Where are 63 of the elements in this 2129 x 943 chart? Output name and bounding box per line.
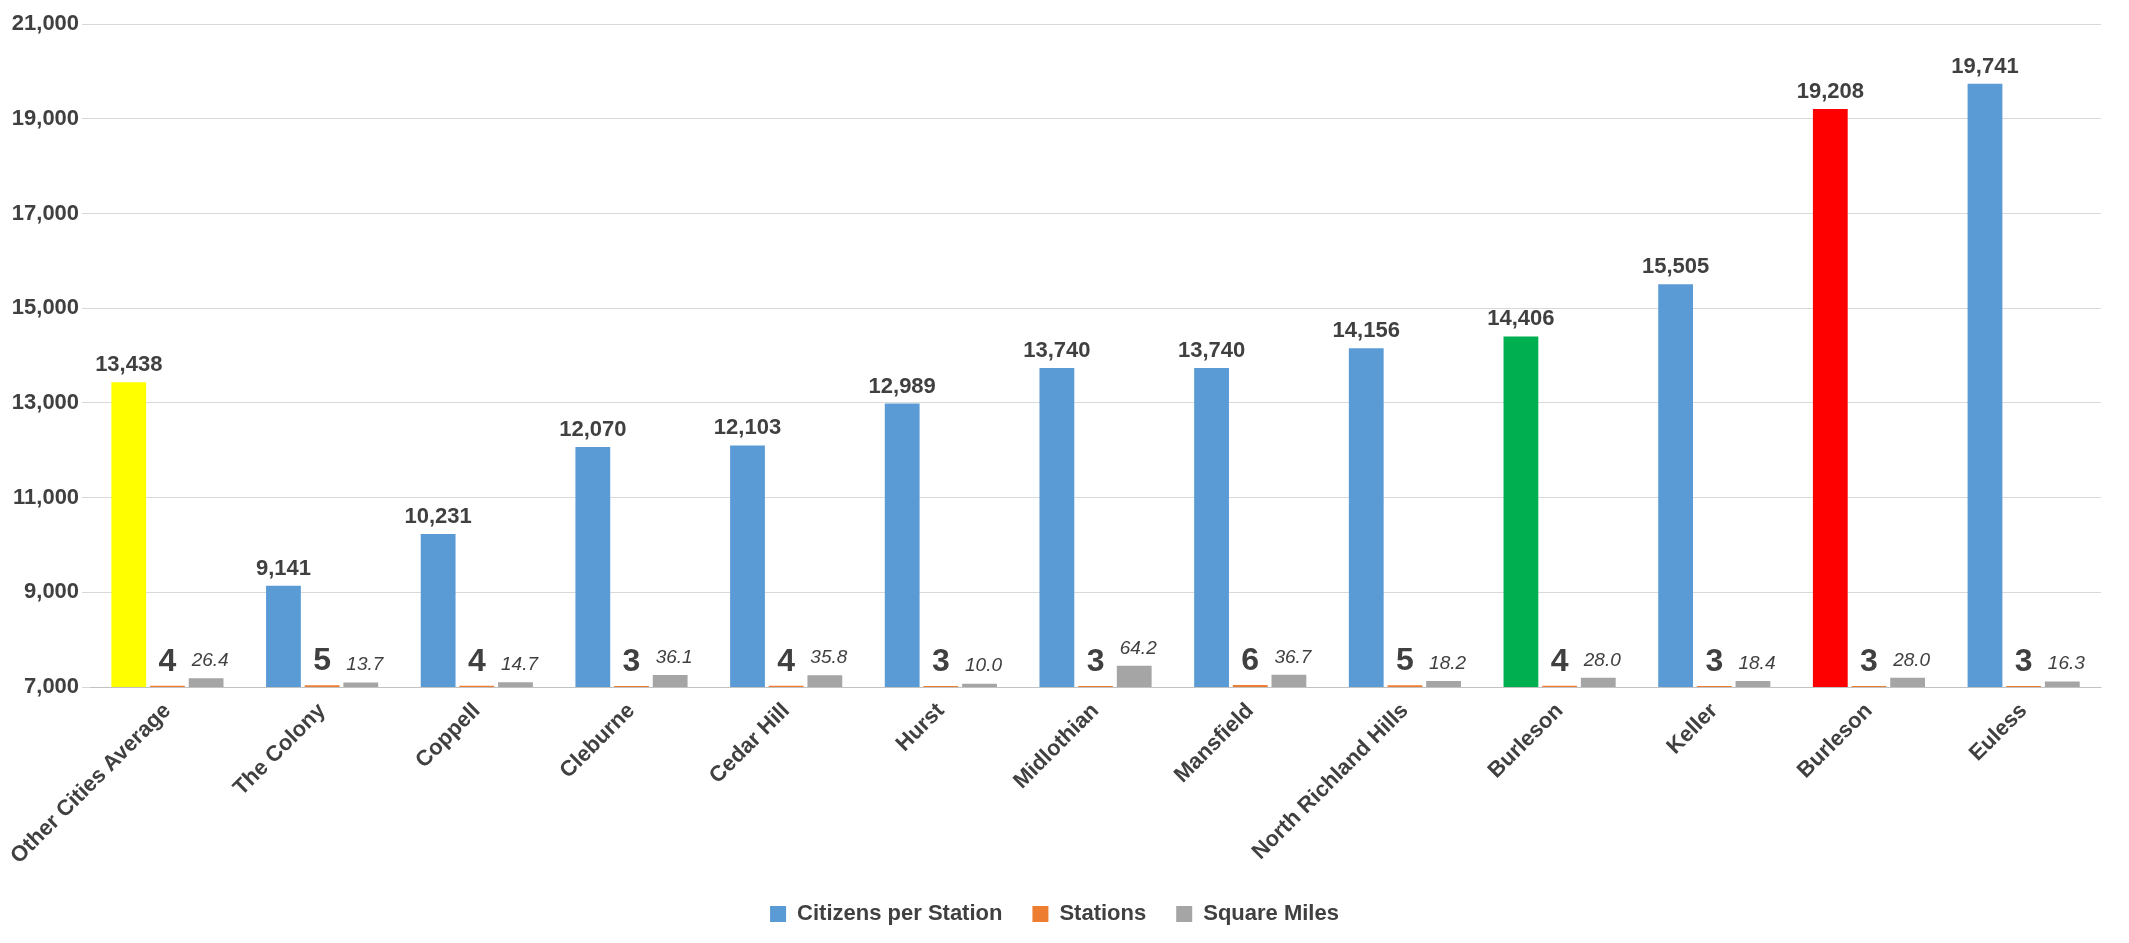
data-label: 14.7	[500, 652, 540, 674]
data-label: 6	[1241, 640, 1260, 677]
data-label: 36.1	[655, 645, 693, 667]
bar	[2044, 681, 2080, 688]
bar	[188, 678, 224, 688]
data-label: 13,740	[1177, 336, 1246, 362]
data-label: 4	[467, 641, 486, 678]
y-tick-label: 13,000	[11, 389, 80, 415]
bar	[962, 683, 997, 688]
data-label: 28.0	[1582, 648, 1622, 670]
data-label: 5	[1396, 641, 1414, 678]
bar	[1580, 677, 1616, 688]
data-label: 10.0	[965, 654, 1003, 676]
data-label: 13,438	[95, 351, 163, 377]
data-label: 3	[1705, 641, 1724, 678]
data-label: 3	[1860, 641, 1878, 678]
data-label: 18.2	[1429, 651, 1467, 673]
data-label: 3	[622, 641, 641, 678]
bar	[1735, 680, 1771, 688]
data-label: 19,208	[1796, 78, 1864, 104]
bar	[498, 682, 533, 688]
data-label: 13.7	[346, 653, 385, 675]
data-label: 19,741	[1951, 52, 2019, 78]
bar	[1890, 677, 1926, 688]
data-label: 35.8	[810, 645, 848, 667]
y-tick-label: 19,000	[11, 104, 80, 130]
data-label: 14,406	[1487, 305, 1555, 331]
data-label: 26.4	[190, 649, 229, 671]
data-label: 10,231	[404, 503, 472, 529]
y-tick-label: 7,000	[24, 673, 80, 699]
y-tick-label: 17,000	[11, 199, 80, 225]
data-label: 16.3	[2047, 652, 2086, 674]
data-label: 64.2	[1119, 636, 1158, 658]
data-label: 12,070	[559, 416, 627, 442]
data-label: 3	[931, 641, 950, 678]
bar	[652, 675, 688, 688]
data-label: 12,103	[713, 414, 782, 440]
data-label: 3	[2014, 641, 2033, 678]
bar	[807, 675, 843, 688]
data-label: 15,505	[1641, 253, 1710, 279]
data-label: 4	[158, 641, 177, 678]
y-tick-label: 11,000	[13, 483, 80, 509]
data-label: 5	[313, 641, 332, 678]
data-label: 12,989	[868, 372, 936, 398]
bar	[1426, 680, 1461, 688]
bar	[1116, 665, 1152, 688]
data-label: 9,141	[255, 554, 311, 580]
data-label: 36.7	[1274, 645, 1313, 667]
y-tick-label: 21,000	[11, 10, 80, 36]
legend-label: Citizens per Station	[797, 900, 1003, 926]
data-label: 3	[1086, 641, 1105, 678]
data-label: 4	[777, 641, 796, 678]
data-label: 14,156	[1332, 317, 1400, 343]
data-label: 4	[1550, 641, 1569, 678]
data-label: 18.4	[1738, 651, 1776, 673]
y-tick-label: 9,000	[24, 578, 80, 604]
data-label: 13,740	[1023, 336, 1091, 362]
data-label: 28.0	[1892, 648, 1931, 670]
bar	[343, 682, 379, 688]
y-tick-label: 15,000	[11, 294, 80, 320]
legend-label: Stations	[1059, 900, 1147, 926]
bar	[1271, 674, 1307, 688]
legend-label: Square Miles	[1203, 900, 1339, 926]
